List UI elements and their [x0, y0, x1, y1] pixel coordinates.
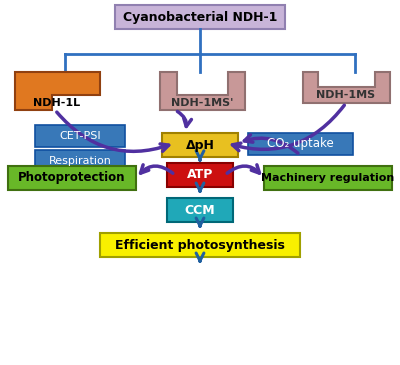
Text: Efficient photosynthesis: Efficient photosynthesis [115, 238, 285, 251]
Text: Respiration: Respiration [48, 156, 112, 166]
Text: NDH-1L: NDH-1L [34, 98, 80, 108]
Text: ATP: ATP [187, 169, 213, 181]
Bar [35, 150, 125, 172]
Bar [8, 166, 136, 190]
Text: NDH-1MS': NDH-1MS' [171, 98, 233, 108]
Bar [115, 5, 285, 29]
Text: NDH-1MS: NDH-1MS [316, 90, 376, 100]
Polygon shape [15, 72, 100, 110]
Bar [162, 133, 238, 157]
Text: CET-PSI: CET-PSI [59, 131, 101, 141]
Text: ΔpH: ΔpH [186, 138, 214, 151]
Text: Cyanobacterial NDH-1: Cyanobacterial NDH-1 [123, 11, 277, 23]
Polygon shape [160, 72, 245, 110]
Bar [248, 133, 353, 155]
Bar [264, 166, 392, 190]
Bar [167, 163, 233, 187]
Bar [35, 125, 125, 147]
Text: Photoprotection: Photoprotection [18, 172, 126, 184]
Text: CO₂ uptake: CO₂ uptake [267, 138, 333, 150]
Text: CCM: CCM [185, 204, 215, 216]
Bar [100, 233, 300, 257]
Text: Machinery regulation: Machinery regulation [261, 173, 395, 183]
Polygon shape [303, 72, 390, 103]
Bar [167, 198, 233, 222]
